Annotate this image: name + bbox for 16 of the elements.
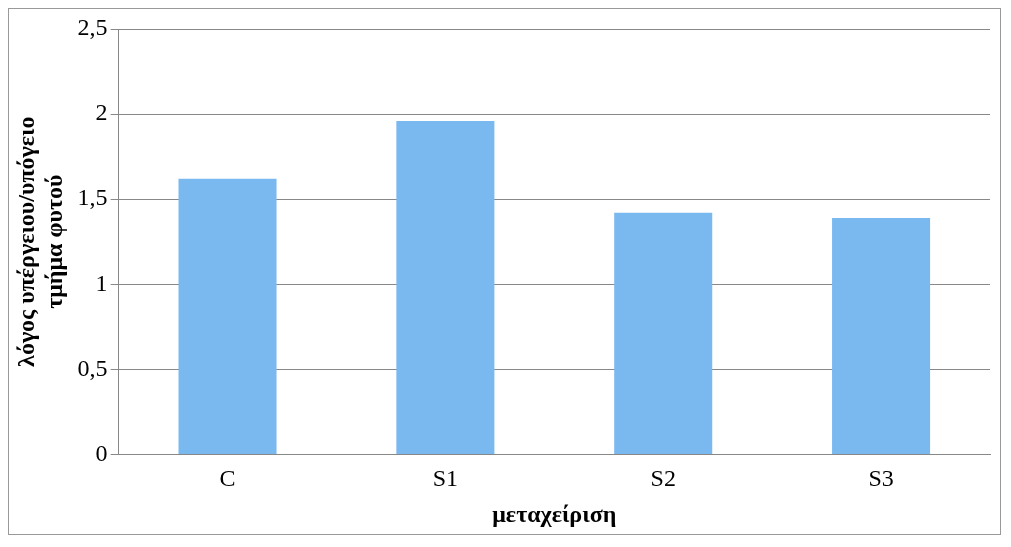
x-axis-title: μεταχείριση	[492, 500, 617, 527]
bar	[178, 178, 277, 454]
y-tick-label: 2,5	[77, 14, 108, 41]
y-axis-title: λόγος υπέργειου/υπόγειο τμήμα φυτού	[12, 116, 68, 367]
x-tick-label: S2	[650, 465, 676, 492]
bar	[396, 120, 495, 454]
y-tick-label: 1,5	[77, 184, 108, 211]
y-tick-label: 2	[95, 99, 108, 126]
x-tick-label: S3	[868, 465, 894, 492]
y-tick-label: 1	[95, 269, 108, 296]
x-tick-label: C	[219, 465, 236, 492]
bar	[832, 217, 931, 454]
x-tick-label: S1	[432, 465, 459, 492]
y-tick-label: 0,5	[77, 354, 108, 381]
y-tick-label: 0	[95, 439, 108, 466]
bar	[614, 212, 713, 454]
